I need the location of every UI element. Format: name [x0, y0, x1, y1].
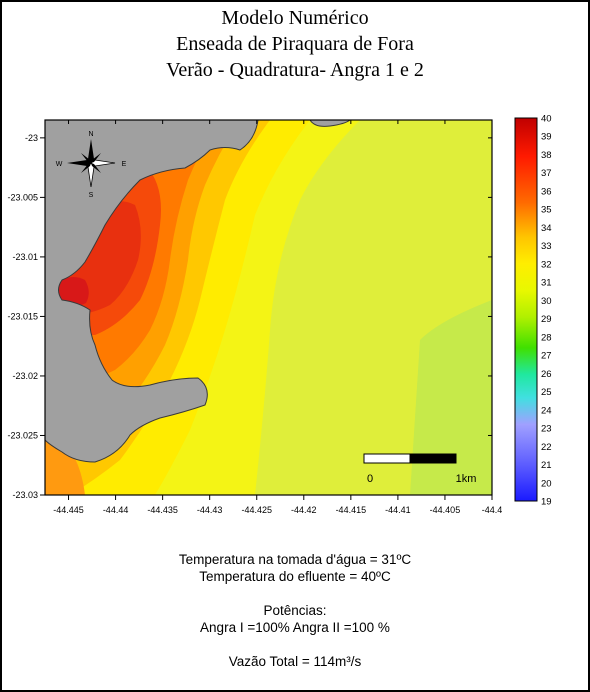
colorbar-label: 20 — [541, 478, 552, 489]
y-tick-label: -23.01 — [12, 252, 38, 262]
info-effluent-temp: Temperatura do efluente = 40ºC — [199, 569, 391, 584]
x-tick-label: -44.445 — [53, 505, 84, 515]
colorbar-gradient — [514, 117, 538, 502]
y-tick-label: -23.015 — [7, 311, 38, 321]
y-tick-label: -23.02 — [12, 371, 38, 381]
scale-start-label: 0 — [367, 473, 373, 485]
colorbar-label: 19 — [541, 497, 552, 508]
colorbar-label: 39 — [541, 132, 552, 143]
y-tick-label: -23 — [25, 133, 38, 143]
y-tick-label: -23.03 — [12, 490, 38, 500]
x-tick-label: -44.43 — [197, 505, 223, 515]
compass-rose: N S E W — [56, 131, 127, 199]
scale-bar-black — [409, 453, 457, 464]
colorbar-label: 31 — [541, 278, 552, 289]
colorbar-label: 30 — [541, 296, 552, 307]
plot-frame — [44, 119, 493, 496]
compass-s: S — [89, 192, 94, 199]
x-tick-label: -44.435 — [147, 505, 178, 515]
title-line-2: Enseada de Piraquara de Fora — [176, 33, 414, 55]
colorbar-label: 23 — [541, 424, 552, 435]
land-mass — [45, 120, 259, 463]
info-intake-temp: Temperatura na tomada d'água = 31ºC — [178, 552, 412, 567]
temperature-field — [45, 120, 492, 495]
x-tick-label: -44.4 — [482, 505, 503, 515]
info-total-flow: Vazão Total = 114m³/s — [228, 654, 362, 669]
colorbar-label: 25 — [541, 387, 552, 398]
info-power-values: Angra I =100% Angra II =100 % — [200, 620, 390, 635]
title-line-3: Verão - Quadratura- Angra 1 e 2 — [166, 59, 424, 81]
x-axis: -44.445 -44.44 -44.435 -44.43 -44.425 -44.42 -… — [53, 120, 502, 515]
x-tick-label: -44.42 — [291, 505, 317, 515]
colorbar-label: 22 — [541, 442, 552, 453]
colorbar-label: 26 — [541, 369, 552, 380]
colorbar-label: 21 — [541, 460, 552, 471]
info-power-heading: Potências: — [263, 603, 327, 618]
x-tick-label: -44.41 — [385, 505, 411, 515]
scale-bar-white — [363, 453, 411, 464]
title-line-1: Modelo Numérico — [221, 7, 369, 29]
compass-w: W — [56, 161, 63, 168]
x-tick-label: -44.415 — [336, 505, 367, 515]
x-tick-label: -44.425 — [241, 505, 272, 515]
colorbar-label: 38 — [541, 150, 552, 161]
x-tick-label: -44.405 — [430, 505, 461, 515]
y-tick-label: -23.005 — [7, 192, 38, 202]
colorbar-label: 29 — [541, 314, 552, 325]
colorbar-label: 36 — [541, 186, 552, 197]
colorbar-label: 40 — [541, 114, 552, 125]
cool-zone — [410, 300, 492, 495]
y-axis: -23 -23.005 -23.01 -23.015 -23.02 -23.025 -23.… — [7, 133, 492, 500]
colorbar-label: 37 — [541, 168, 552, 179]
colorbar-label: 35 — [541, 205, 552, 216]
y-tick-label: -23.025 — [7, 430, 38, 440]
colorbar-label: 33 — [541, 241, 552, 252]
colorbar-label: 27 — [541, 351, 552, 362]
colorbar: 40 39 38 37 36 35 34 33 32 31 30 29 28 27 26 25 24 23 22 21… — [514, 114, 552, 508]
land-islet — [309, 120, 351, 127]
colorbar-label: 28 — [541, 332, 552, 343]
scale-end-label: 1km — [456, 473, 477, 485]
zone-38 — [55, 276, 89, 308]
colorbar-label: 32 — [541, 259, 552, 270]
colorbar-labels: 40 39 38 37 36 35 34 33 32 31 30 29 28 27 26 25 24 23 22 21… — [541, 114, 552, 508]
colorbar-label: 24 — [541, 405, 552, 416]
x-tick-label: -44.44 — [103, 505, 129, 515]
zone-sw — [45, 440, 85, 495]
colorbar-label: 34 — [541, 223, 552, 234]
scale-bar: 0 1km — [363, 453, 477, 485]
compass-n: N — [88, 131, 93, 138]
compass-e: E — [122, 161, 127, 168]
